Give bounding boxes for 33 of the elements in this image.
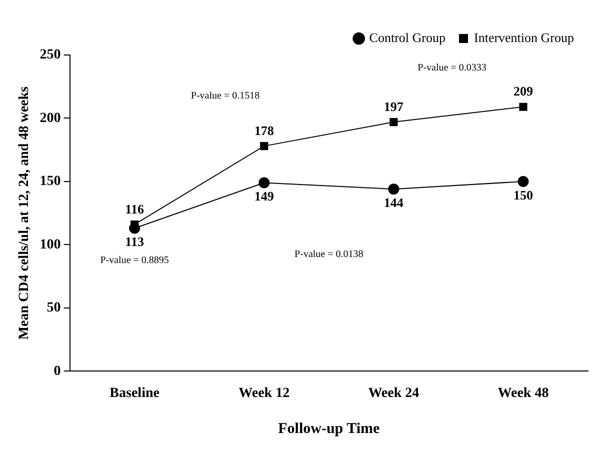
y-tick-label: 150 <box>40 174 61 190</box>
y-tick-label: 100 <box>40 237 61 252</box>
point <box>129 222 140 234</box>
annotation: P-value = 0.1518 <box>190 90 260 102</box>
point <box>519 102 528 111</box>
annotation: P-value = 0.8895 <box>100 255 169 266</box>
x-tick-label: Baseline <box>110 386 160 402</box>
data-label: 149 <box>254 188 274 204</box>
x-tick-label: Week 12 <box>238 386 290 402</box>
legend-label: Control Group <box>369 30 446 45</box>
annotation: P-value = 0.0333 <box>418 62 486 74</box>
legend-label: Intervention Group <box>474 30 574 45</box>
x-tick-label: Week 24 <box>368 386 420 402</box>
y-tick-label: 250 <box>40 48 61 63</box>
data-label: 113 <box>125 234 144 250</box>
data-label: 116 <box>125 201 144 216</box>
point <box>390 118 398 126</box>
data-label: 144 <box>384 194 404 210</box>
point <box>388 184 400 195</box>
y-tick-label: 50 <box>46 300 61 316</box>
point <box>518 176 529 187</box>
point <box>260 142 268 150</box>
y-tick-label: 0 <box>54 364 61 379</box>
x-tick-label: Week 48 <box>498 386 549 402</box>
y-tick-label: 200 <box>40 110 61 126</box>
data-label: 209 <box>513 84 534 99</box>
x-axis-title: Follow-up Time <box>278 420 380 437</box>
data-label: 150 <box>513 187 533 202</box>
data-label: 178 <box>254 122 274 138</box>
data-label: 197 <box>384 98 404 114</box>
annotation: P-value = 0.0138 <box>294 248 364 260</box>
point <box>258 177 270 188</box>
y-axis-title: Mean CD4 cells/ul, at 12, 24, and 48 weeks <box>17 86 32 340</box>
